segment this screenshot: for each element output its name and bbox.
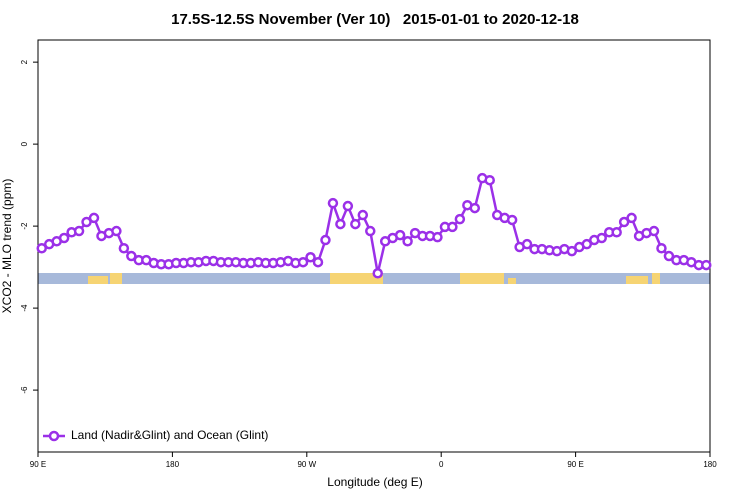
data-point — [611, 227, 622, 238]
data-point — [118, 243, 130, 254]
y-tick-label: -2 — [20, 222, 29, 230]
data-point — [126, 250, 137, 262]
data-point — [342, 200, 354, 212]
data-point — [402, 236, 413, 247]
data-point — [335, 218, 346, 230]
data-point — [581, 238, 593, 250]
data-point — [626, 212, 637, 224]
data-point — [596, 232, 607, 244]
data-point — [88, 212, 100, 224]
data-point — [312, 256, 324, 268]
data-point — [566, 245, 578, 257]
land-band — [460, 273, 504, 284]
x-tick-label: 90 E — [30, 460, 46, 469]
data-point — [297, 256, 309, 268]
data-point — [320, 234, 331, 246]
x-axis-label: Longitude (deg E) — [327, 475, 422, 489]
land-band — [508, 278, 516, 284]
data-point — [447, 221, 458, 233]
x-tick-label: 180 — [703, 460, 717, 469]
data-point — [305, 252, 316, 263]
data-point — [484, 174, 495, 186]
y-tick-label: 0 — [20, 141, 29, 146]
land-band — [330, 273, 383, 284]
land-band — [626, 276, 648, 284]
data-point — [350, 218, 361, 230]
data-point — [365, 225, 376, 237]
data-point — [372, 268, 383, 279]
data-point — [454, 213, 466, 225]
land-band — [110, 273, 122, 284]
x-tick-label: 90 W — [297, 460, 316, 469]
x-tick-label: 0 — [439, 460, 444, 469]
data-point — [327, 197, 339, 209]
land-band — [88, 276, 108, 284]
legend-marker — [48, 430, 60, 442]
data-point — [394, 229, 406, 241]
data-point — [58, 232, 70, 244]
data-point — [73, 225, 85, 237]
data-point — [521, 238, 533, 250]
x-tick-label: 90 E — [567, 460, 583, 469]
data-point — [648, 225, 660, 237]
x-tick-label: 180 — [166, 460, 180, 469]
data-point — [469, 202, 481, 214]
data-point — [663, 250, 675, 262]
legend-label: Land (Nadir&Glint) and Ocean (Glint) — [71, 428, 268, 442]
land-band — [652, 273, 660, 284]
land-ocean-mask — [38, 273, 710, 284]
data-point — [36, 243, 47, 254]
data-point — [701, 259, 712, 271]
data-point — [618, 216, 630, 228]
chart-title: 17.5S-12.5S November (Ver 10) 2015-01-01… — [171, 11, 579, 28]
data-point — [656, 243, 667, 254]
y-axis-label: XCO2 - MLO trend (ppm) — [0, 179, 14, 314]
y-tick-label: 2 — [20, 59, 29, 64]
data-point — [357, 209, 369, 221]
y-tick-label: -6 — [20, 386, 29, 394]
data-point — [111, 225, 122, 237]
y-tick-label: -4 — [20, 304, 29, 312]
data-point — [506, 214, 518, 226]
data-point — [81, 216, 92, 228]
data-point — [432, 231, 443, 243]
